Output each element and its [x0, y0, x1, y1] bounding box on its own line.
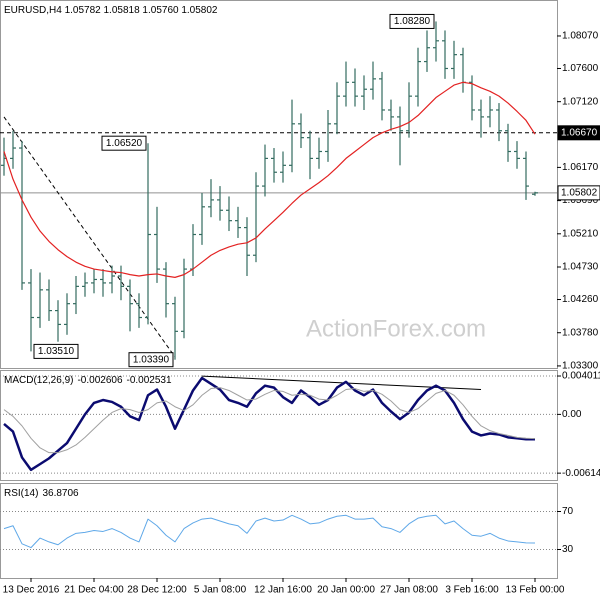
header-value: 36.8706: [42, 488, 79, 499]
annotation-label: 1.06520: [106, 138, 143, 149]
y-tick-label: 1.03300: [562, 361, 599, 372]
y-tick-label: 1.05690: [562, 195, 599, 206]
y-tick-label: 1.07600: [562, 63, 599, 74]
annotation-box: [33, 343, 79, 359]
y-tick-label: 0.00: [562, 409, 582, 420]
annotation-label: 1.03390: [133, 354, 170, 365]
header-value: -0.002531: [127, 375, 172, 386]
annotation-label: 1.03510: [38, 346, 75, 357]
x-tick-label: 12 Jan 16:00: [254, 585, 312, 596]
y-tick-label: 1.07120: [562, 96, 599, 107]
series-line: [3, 376, 536, 472]
x-tick-label: 13 Feb 00:00: [506, 585, 565, 596]
panel-frame: [0, 483, 558, 579]
y-tick-label: 0.004011: [562, 371, 600, 382]
panel-frame: [0, 0, 558, 369]
header-value: -0.002606: [77, 375, 122, 386]
series-line: [3, 514, 536, 549]
x-tick-label: 27 Jan 08:00: [380, 585, 438, 596]
x-tick-label: 21 Dec 04:00: [64, 585, 124, 596]
y-tick-label: 1.04730: [562, 262, 599, 273]
x-tick-label: 3 Feb 16:00: [445, 585, 499, 596]
panel-header: RSI(14) 36.8706: [4, 488, 79, 499]
y-tick-label: 30: [562, 544, 574, 555]
y-tick-label: 70: [562, 506, 574, 517]
y-tick-label: 1.06170: [562, 162, 599, 173]
moving-average: [3, 81, 536, 278]
x-tick-label: 28 Dec 12:00: [127, 585, 187, 596]
x-tick-label: 20 Jan 00:00: [317, 585, 375, 596]
level-label: 1.06670: [561, 127, 598, 138]
y-tick-label: 1.05210: [562, 228, 599, 239]
y-tick-label: -0.006143: [562, 468, 600, 479]
annotation-label: 1.08280: [394, 16, 431, 27]
annotation-box: [101, 135, 147, 151]
x-tick-label: 13 Dec 2016: [3, 585, 60, 596]
x-tick-label: 5 Jan 08:00: [194, 585, 247, 596]
level-box: [557, 185, 600, 201]
level-box: [557, 125, 600, 141]
level-label: 1.05802: [561, 187, 598, 198]
panel-header: EURUSD,H4 1.05782 1.05818 1.05760 1.0580…: [4, 5, 218, 16]
watermark: ActionForex.com: [306, 315, 486, 342]
y-tick-label: 1.04260: [562, 294, 599, 305]
panel-title: EURUSD,H4 1.05782 1.05818 1.05760 1.0580…: [4, 5, 218, 16]
panel-frame: [0, 370, 558, 481]
trendline: [3, 116, 176, 358]
panel-title: MACD(12,26,9): [4, 375, 73, 386]
panel-header: MACD(12,26,9) -0.002606 -0.002531: [4, 375, 172, 386]
annotation-box: [128, 352, 174, 368]
annotation-box: [389, 13, 435, 29]
y-tick-label: 1.03780: [562, 327, 599, 338]
y-tick-label: 1.08070: [562, 31, 599, 42]
series-line: [3, 387, 536, 454]
panel-title: RSI(14): [4, 488, 38, 499]
